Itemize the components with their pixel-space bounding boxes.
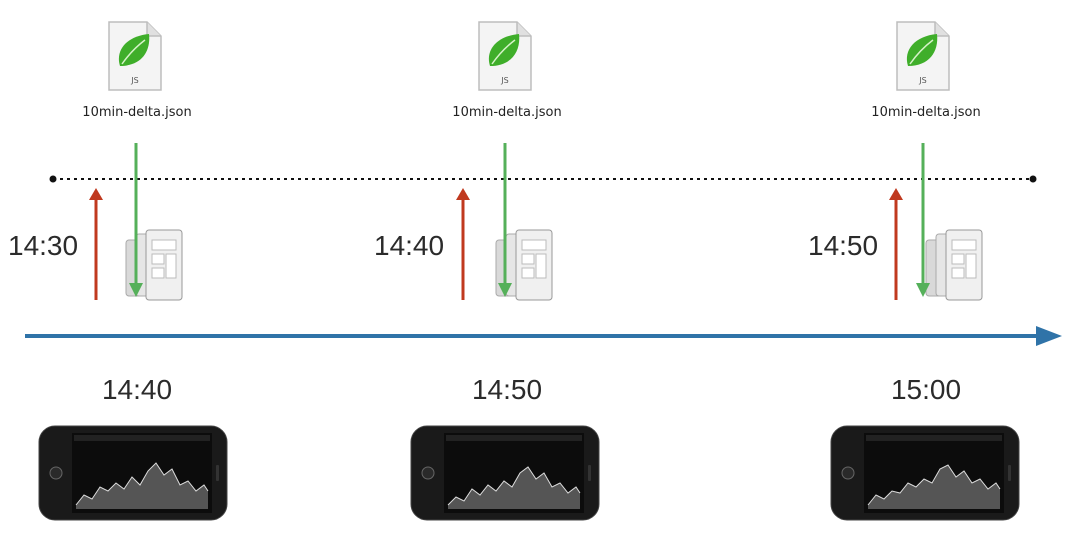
dotted-line-start-dot <box>49 175 57 183</box>
time-axis-arrowhead <box>1036 326 1062 346</box>
dotted-line-end-dot <box>1029 175 1037 183</box>
